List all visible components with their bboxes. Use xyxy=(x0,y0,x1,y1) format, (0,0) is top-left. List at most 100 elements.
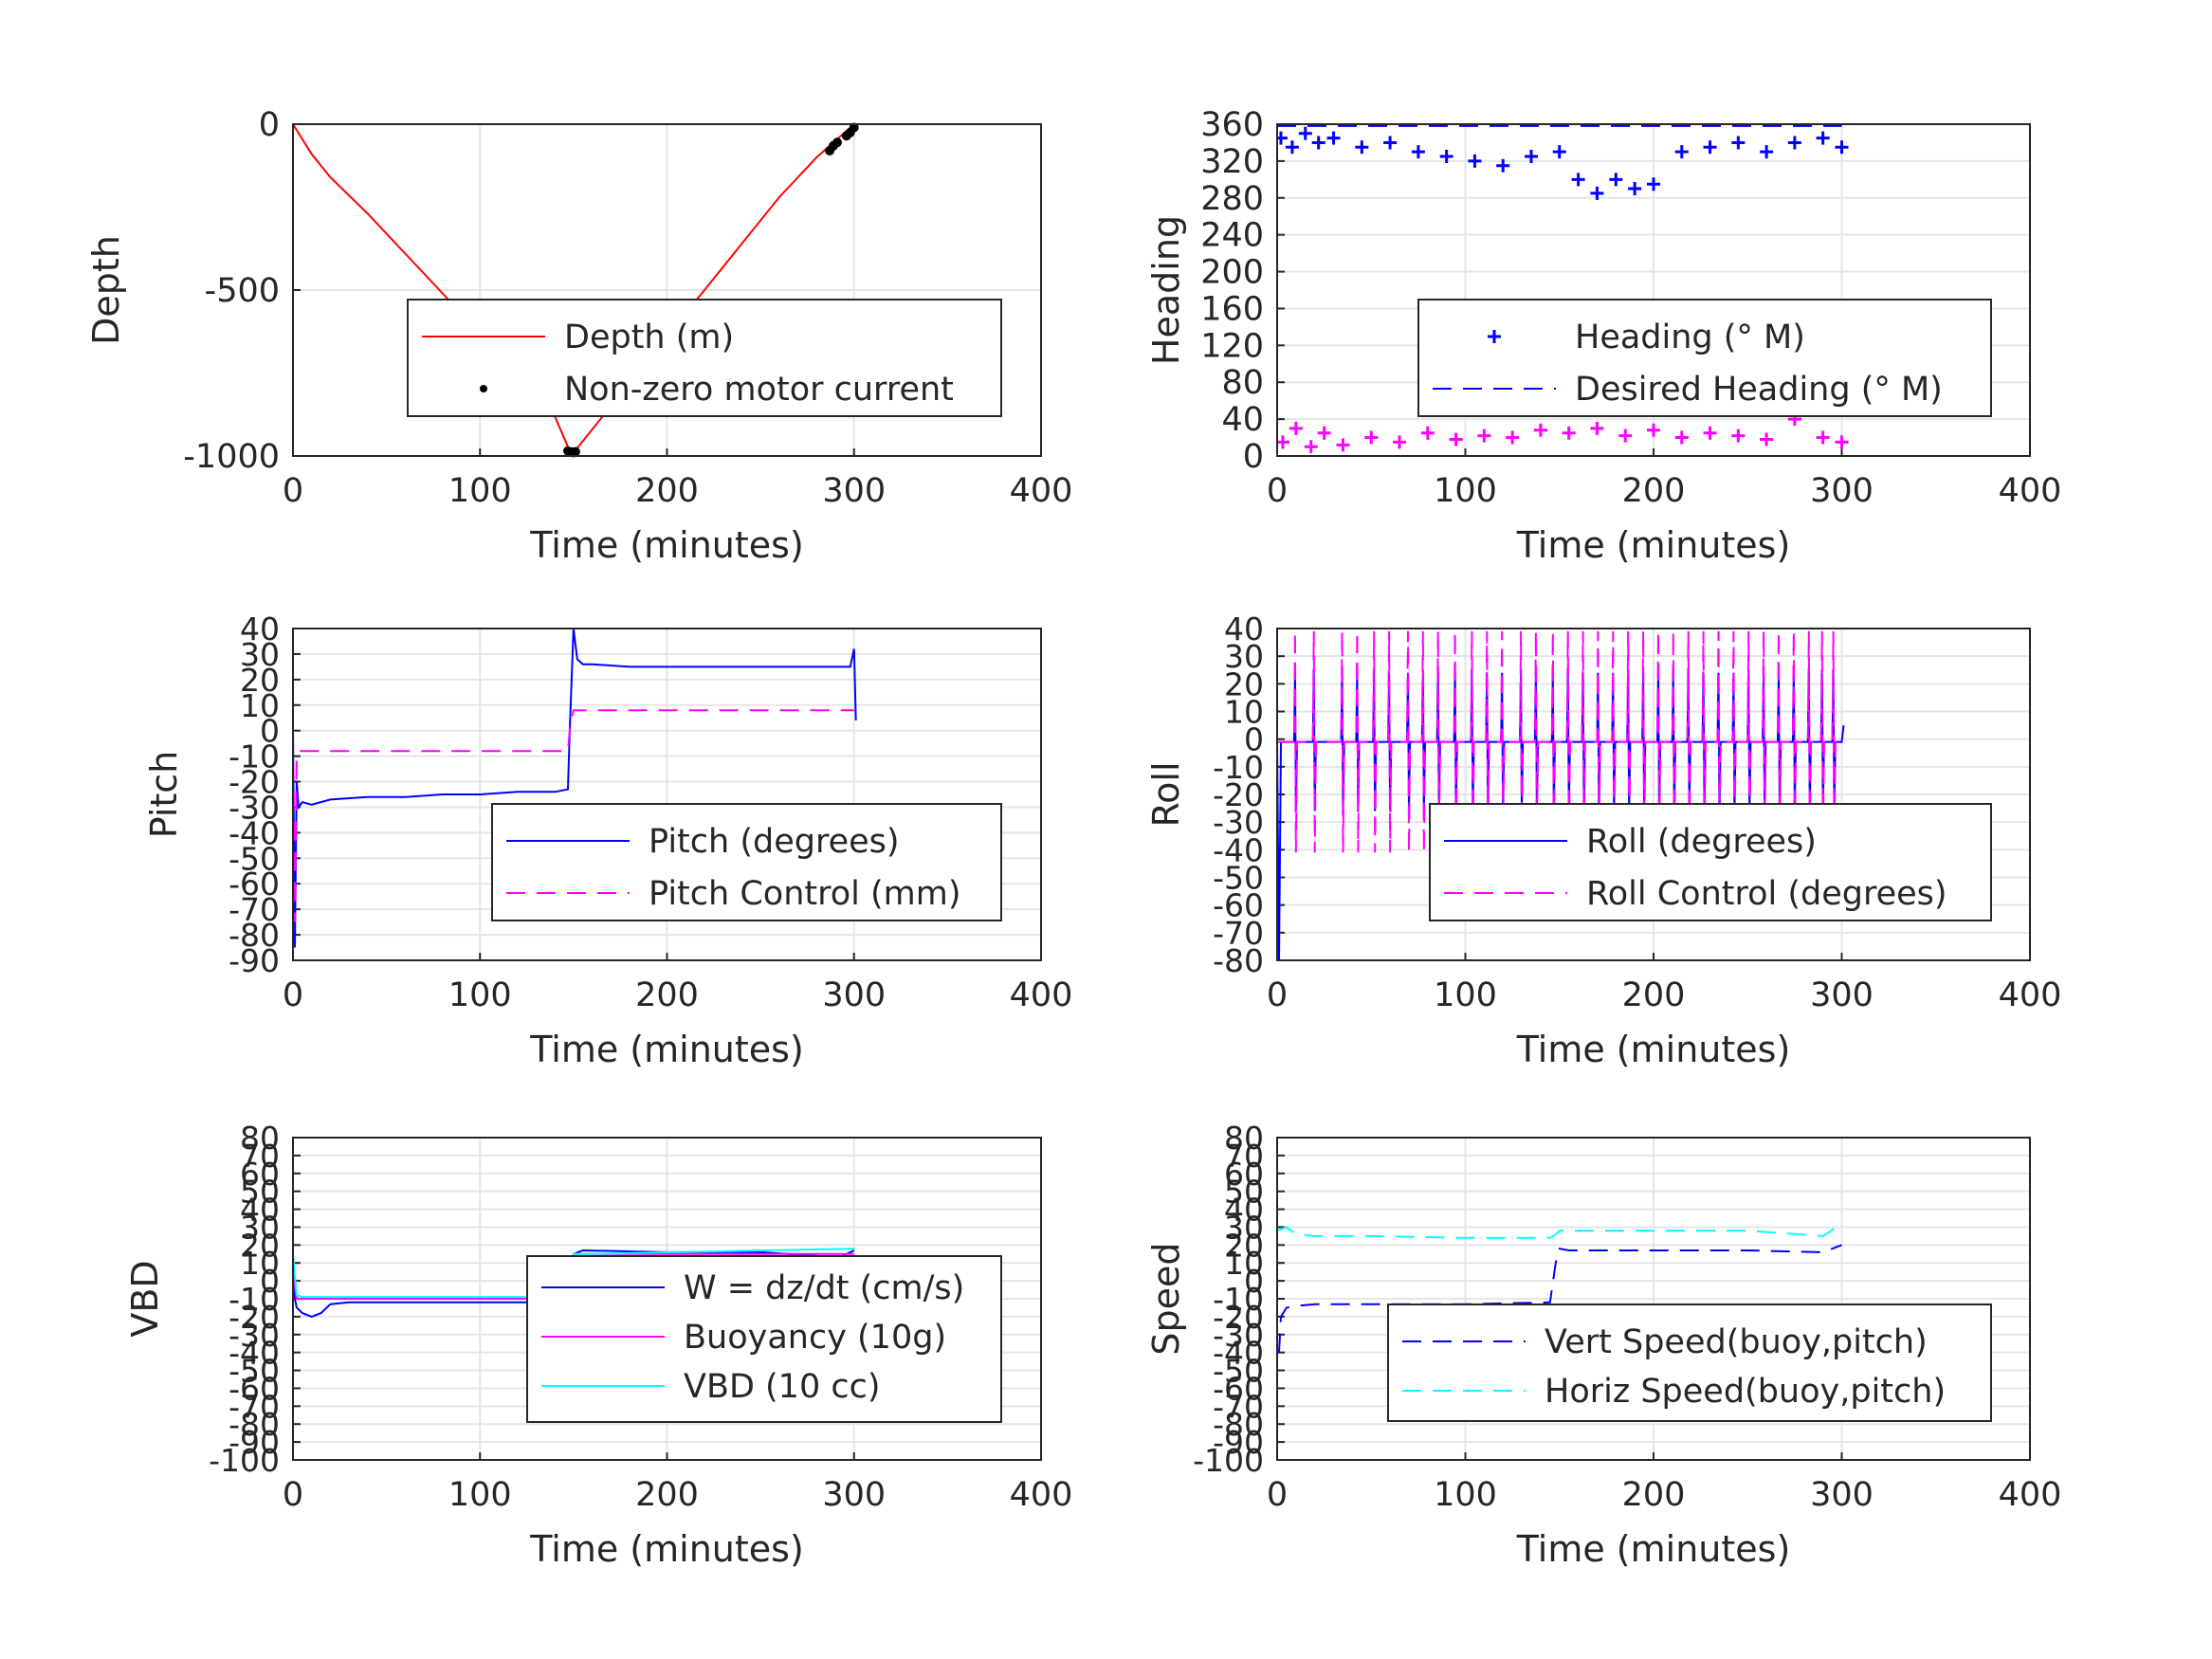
pitch-ytick-label: 20 xyxy=(240,662,280,699)
series-vbd-0 xyxy=(293,1249,855,1318)
roll-data xyxy=(1277,630,1845,961)
roll-ytick-label: -10 xyxy=(1213,749,1264,786)
roll-xtick-label: 0 xyxy=(1267,976,1288,1014)
heading-ytick-label: 120 xyxy=(1200,327,1264,365)
speed-legend: Vert Speed(buoy,pitch) Horiz Speed(buoy,p… xyxy=(1387,1304,1992,1422)
depth-panel: 0 100 200 300 400 0 -500 -1000 Time (minutes) Dep… xyxy=(85,106,1072,566)
pitch-ytick-label: 0 xyxy=(260,713,280,750)
speed-ytick-label: 60 xyxy=(1224,1156,1264,1193)
heading-legend-marker xyxy=(1488,330,1501,343)
series-speed-1 xyxy=(1277,1222,1843,1239)
heading-point xyxy=(1393,435,1407,449)
pitch-ytick-label: -70 xyxy=(229,891,280,928)
vbd-axes-box xyxy=(292,1137,1042,1461)
pitch-xtick-label: 200 xyxy=(635,976,699,1014)
vbd-ytick-label: 30 xyxy=(240,1209,280,1246)
depth-xtick-label: 200 xyxy=(635,472,699,510)
speed-ytick-label: 40 xyxy=(1224,1192,1264,1229)
roll-xlabel: Time (minutes) xyxy=(1516,1029,1791,1070)
roll-xtick-label: 100 xyxy=(1434,976,1497,1014)
heading-ytick-label: 320 xyxy=(1200,143,1264,181)
depth-legend-marker xyxy=(480,385,487,392)
heading-ytick-label: 360 xyxy=(1200,106,1264,144)
roll-legend: Roll (degrees) Roll Control (degrees) xyxy=(1429,803,1992,921)
depth-point xyxy=(570,447,580,457)
heading-point xyxy=(1552,145,1566,159)
roll-ytick-label: 40 xyxy=(1224,611,1264,647)
heading-point xyxy=(1618,428,1633,443)
vbd-ytick-label: -90 xyxy=(229,1424,280,1461)
depth-legend-label: Non-zero motor current xyxy=(564,371,954,409)
heading-point xyxy=(1731,428,1746,443)
pitch-ytick-label: 30 xyxy=(240,636,280,673)
depth-xtick-label: 100 xyxy=(448,472,512,510)
speed-xtick-label: 300 xyxy=(1810,1476,1874,1514)
vbd-ytick-label: -70 xyxy=(229,1388,280,1425)
pitch-ytick-label: -50 xyxy=(229,840,280,877)
vbd-legend-label: W = dz/dt (cm/s) xyxy=(684,1269,964,1307)
speed-ytick-label: 20 xyxy=(1224,1227,1264,1264)
speed-legend-box xyxy=(1387,1304,1992,1422)
vbd-ytick-label: 0 xyxy=(260,1263,280,1300)
heading-ylabel: Heading xyxy=(1145,215,1187,365)
heading-point xyxy=(1449,432,1463,447)
vbd-ytick-label: 20 xyxy=(240,1227,280,1264)
heading-xtick-label: 100 xyxy=(1434,472,1497,510)
depth-legend-box xyxy=(407,299,1002,417)
heading-point xyxy=(1816,131,1830,145)
pitch-xtick-label: 100 xyxy=(448,976,512,1014)
roll-ytick-label: -40 xyxy=(1213,831,1264,868)
heading-point xyxy=(1816,430,1830,445)
speed-ytick-label: -30 xyxy=(1213,1317,1264,1354)
vbd-ylabel: VBD xyxy=(124,1260,166,1337)
heading-point xyxy=(1835,140,1849,155)
speed-data xyxy=(1277,1222,1843,1353)
heading-point xyxy=(1647,177,1660,191)
heading-ytick-label: 160 xyxy=(1200,290,1264,328)
vbd-ytick-label: 80 xyxy=(240,1120,280,1157)
pitch-ytick-label: -90 xyxy=(229,942,280,979)
heading-legend-label: Desired Heading (° M) xyxy=(1575,371,1943,409)
heading-point xyxy=(1289,421,1303,435)
speed-ylabel: Speed xyxy=(1145,1242,1187,1355)
heading-xtick-label: 0 xyxy=(1267,472,1288,510)
speed-ytick-label: -60 xyxy=(1213,1370,1264,1407)
pitch-ytick-label: 10 xyxy=(240,687,280,724)
speed-ytick-label: -90 xyxy=(1213,1424,1264,1461)
roll-legend-label: Roll (degrees) xyxy=(1586,823,1817,861)
heading-point xyxy=(1496,158,1510,173)
heading-xlabel: Time (minutes) xyxy=(1516,524,1791,566)
heading-point xyxy=(1277,131,1288,145)
roll-ytick-label: -70 xyxy=(1213,915,1264,952)
heading-point xyxy=(1835,435,1849,449)
series-speed-0 xyxy=(1278,1244,1842,1353)
speed-ytick-label: -70 xyxy=(1213,1388,1264,1425)
speed-xtick-label: 100 xyxy=(1434,1476,1497,1514)
pitch-legend-box xyxy=(491,803,1002,921)
speed-ytick-label: 30 xyxy=(1224,1209,1264,1246)
roll-ytick-label: -60 xyxy=(1213,887,1264,924)
roll-xtick-label: 200 xyxy=(1622,976,1686,1014)
vbd-ytick-label: 40 xyxy=(240,1192,280,1229)
heading-point xyxy=(1311,136,1325,150)
speed-ytick-label: -50 xyxy=(1213,1353,1264,1390)
depth-ytick-label: 0 xyxy=(259,106,280,144)
heading-point xyxy=(1411,145,1425,159)
roll-ytick-label: -30 xyxy=(1213,804,1264,841)
heading-xtick-label: 300 xyxy=(1810,472,1874,510)
vbd-legend: W = dz/dt (cm/s) Buoyancy (10g) VBD (10 cc… xyxy=(526,1255,1002,1423)
speed-ytick-label: 0 xyxy=(1244,1263,1264,1300)
pitch-ytick-label: -30 xyxy=(229,789,280,826)
pitch-panel: 0 100 200 300 400403020100-10-20-30-40-50-60… xyxy=(143,611,1072,1070)
pitch-ytick-label: 40 xyxy=(240,611,280,647)
heading-ytick-label: 240 xyxy=(1200,217,1264,255)
vbd-ytick-label: -100 xyxy=(209,1442,280,1479)
roll-panel: 0 100 200 300 400403020100-10-20-30-40-50-60… xyxy=(1145,611,2061,1070)
speed-axes-box xyxy=(1276,1137,2031,1461)
heading-point xyxy=(1760,145,1774,159)
roll-xtick-label: 300 xyxy=(1810,976,1874,1014)
heading-point xyxy=(1647,423,1660,437)
heading-point xyxy=(1731,136,1746,150)
speed-ytick-label: 50 xyxy=(1224,1174,1264,1211)
speed-xtick-label: 0 xyxy=(1267,1476,1288,1514)
